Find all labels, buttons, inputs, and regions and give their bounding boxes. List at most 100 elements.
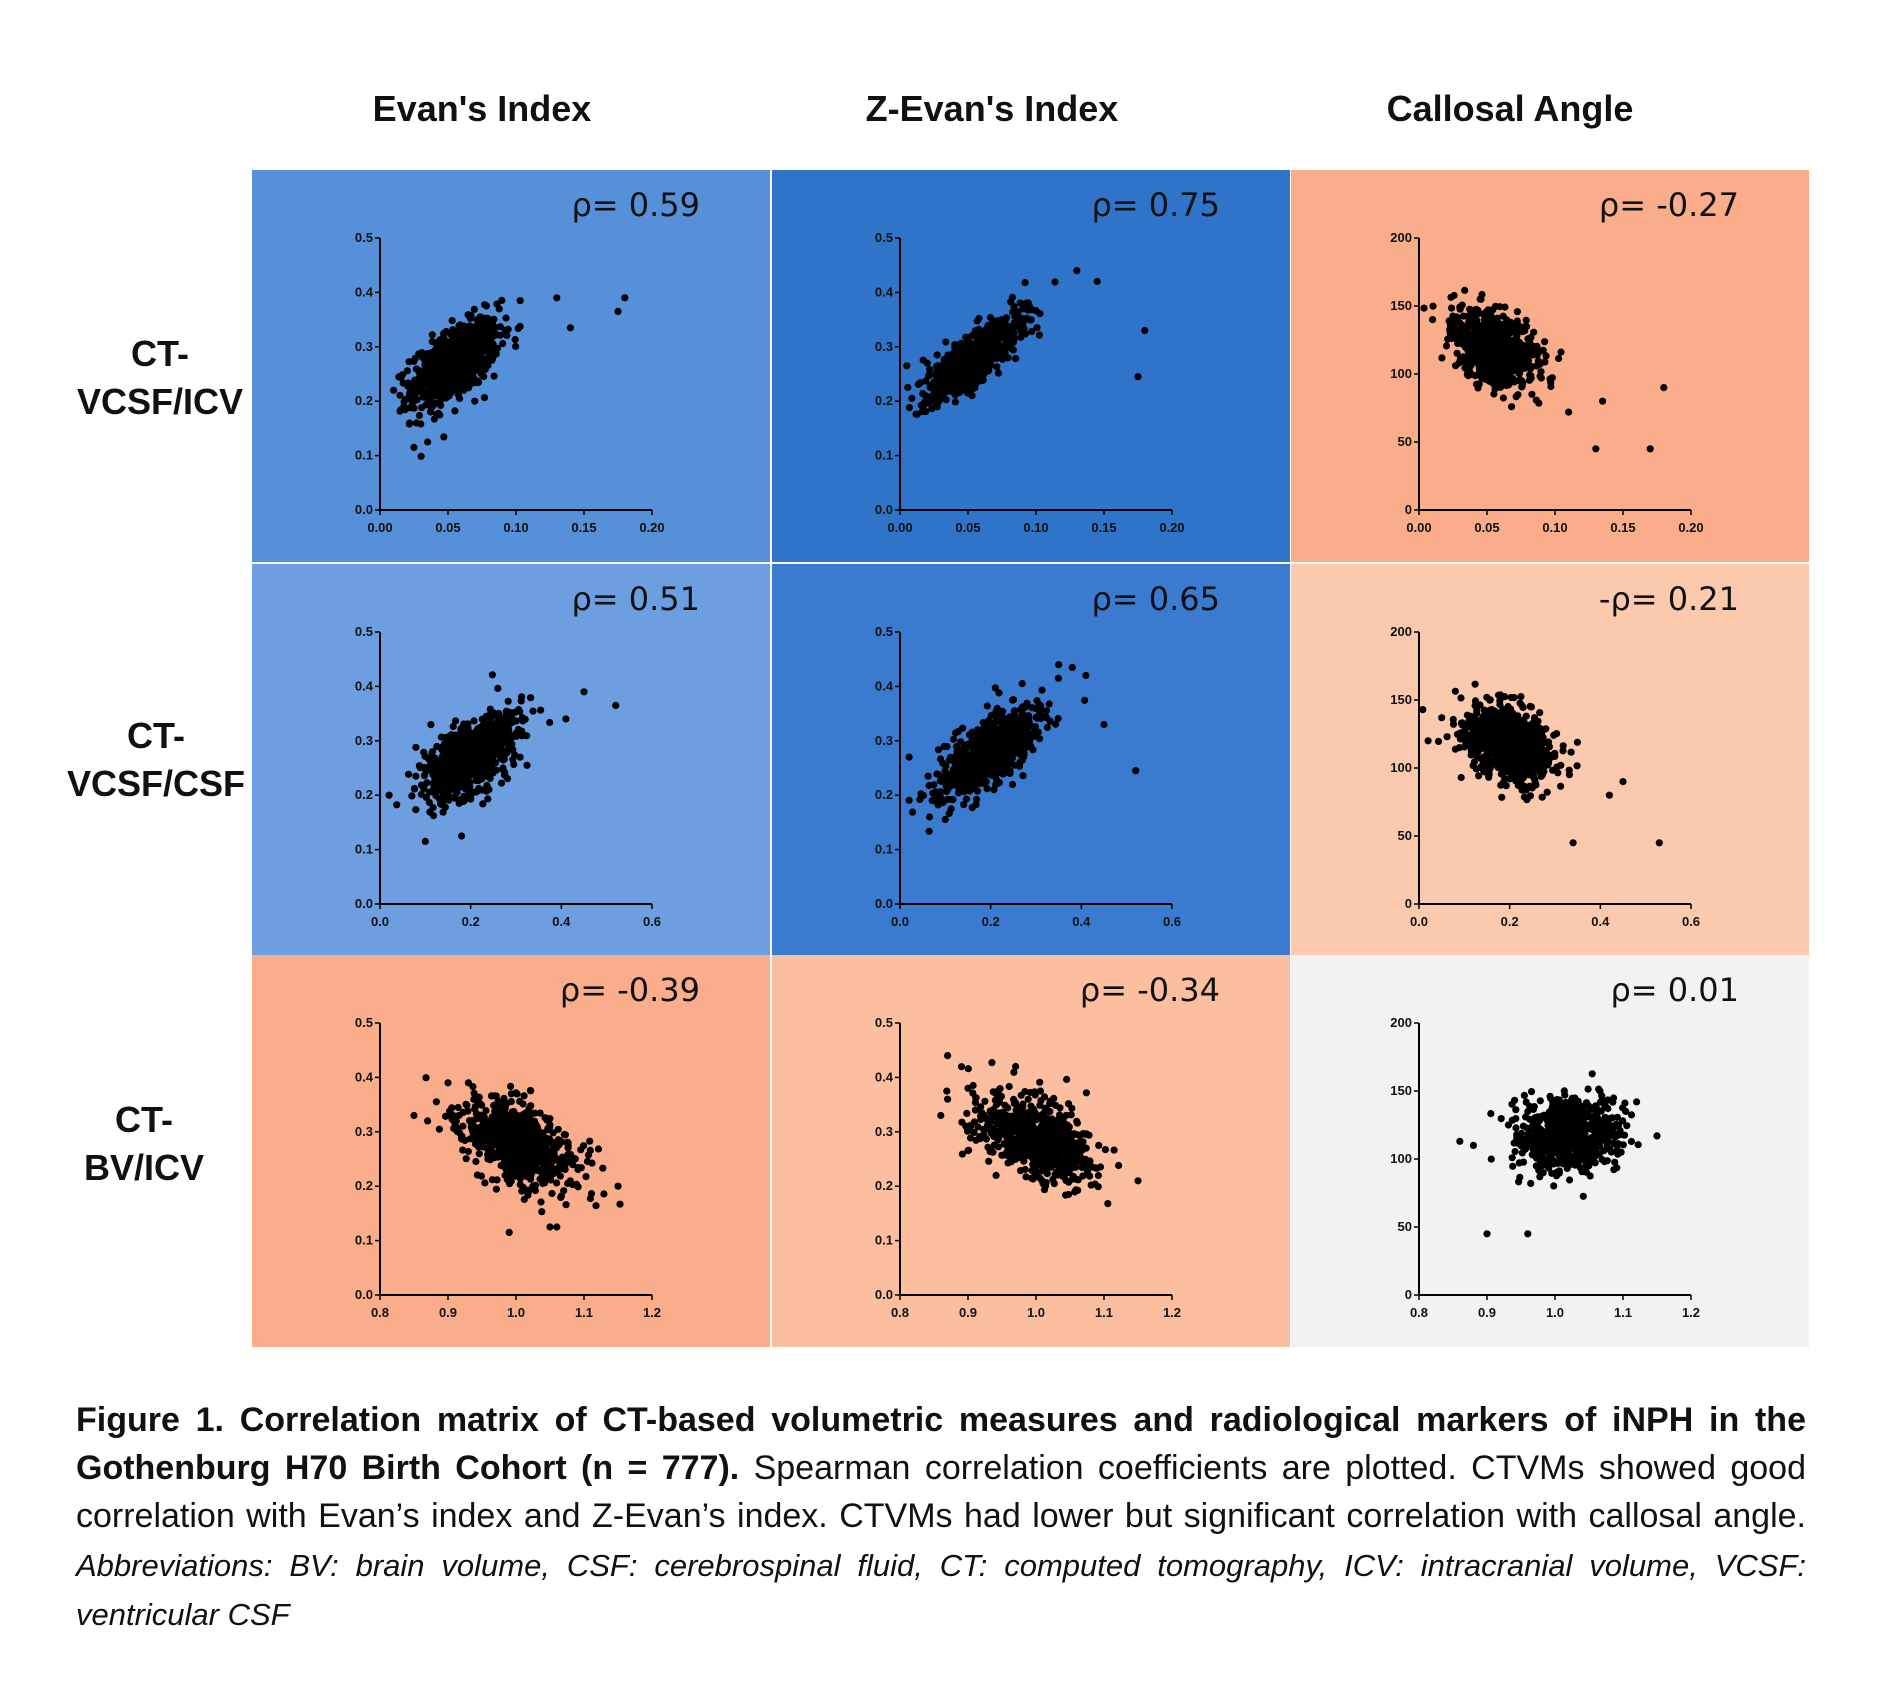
x-tick-label: 1.1 — [575, 1305, 593, 1320]
data-point — [514, 324, 522, 332]
data-point — [458, 342, 466, 351]
y-tick-label: 0.4 — [875, 284, 894, 299]
data-point — [511, 336, 519, 344]
data-point — [980, 766, 988, 774]
data-point — [995, 321, 1003, 329]
data-point — [956, 759, 964, 767]
data-point — [1559, 747, 1567, 755]
data-point — [1012, 354, 1020, 363]
data-point — [425, 350, 433, 358]
data-point — [1550, 731, 1558, 739]
data-point — [426, 385, 434, 394]
data-point — [1484, 306, 1492, 314]
data-point — [1028, 327, 1036, 336]
data-point — [1573, 762, 1581, 770]
data-points — [1420, 286, 1668, 453]
data-point — [1555, 354, 1563, 363]
data-point — [408, 792, 416, 800]
data-point — [1524, 740, 1532, 748]
x-tick-label: 0.05 — [1474, 520, 1499, 535]
data-point — [949, 796, 957, 804]
data-point — [1471, 680, 1479, 688]
data-point — [1460, 743, 1468, 751]
data-point — [908, 808, 917, 816]
data-point — [925, 781, 933, 790]
data-point — [1498, 746, 1507, 754]
data-point — [963, 770, 971, 778]
data-point — [470, 305, 478, 313]
data-point — [412, 419, 420, 427]
data-point — [965, 357, 973, 366]
data-point — [499, 339, 507, 348]
data-point — [937, 788, 945, 796]
y-tick-label: 0.5 — [355, 624, 373, 639]
data-point — [1526, 702, 1534, 710]
data-point — [482, 302, 491, 310]
data-point — [436, 396, 444, 405]
data-point — [492, 759, 500, 767]
data-point — [1499, 394, 1507, 402]
data-point — [1463, 335, 1471, 343]
data-point — [470, 332, 478, 340]
data-point — [1036, 709, 1044, 717]
data-point — [1501, 693, 1509, 701]
data-point — [496, 734, 504, 742]
data-point — [420, 393, 429, 401]
data-point — [455, 799, 463, 808]
data-point — [940, 356, 948, 364]
data-point — [959, 746, 967, 754]
data-point — [1530, 750, 1538, 758]
data-point — [410, 785, 419, 793]
data-point — [1054, 715, 1062, 723]
data-point — [946, 772, 955, 780]
data-point — [1046, 717, 1054, 725]
data-point — [1547, 378, 1555, 386]
data-point — [474, 770, 482, 778]
data-point — [950, 374, 958, 382]
data-point — [934, 771, 943, 779]
data-point — [1485, 770, 1493, 778]
data-point — [458, 783, 466, 791]
data-point — [1446, 328, 1454, 336]
data-point — [1486, 747, 1494, 755]
data-point — [1052, 720, 1060, 728]
data-point — [1541, 338, 1549, 346]
data-point-outlier — [390, 386, 398, 394]
data-point — [922, 377, 930, 385]
data-point — [957, 738, 965, 746]
data-point — [507, 734, 515, 742]
data-point — [447, 384, 455, 392]
y-tick-label: 0.4 — [355, 1069, 374, 1084]
data-point — [452, 379, 460, 387]
y-tick-label: 0.0 — [355, 1287, 373, 1302]
data-point — [1533, 762, 1541, 771]
data-point — [504, 325, 512, 333]
data-point-outlier — [1424, 737, 1432, 745]
data-point — [1438, 354, 1446, 362]
data-point — [468, 362, 476, 370]
data-point — [925, 813, 934, 821]
data-point — [1466, 742, 1474, 750]
x-tick-label: 0.2 — [982, 914, 1000, 929]
data-point — [1502, 725, 1510, 733]
x-tick-label: 0.20 — [1678, 520, 1703, 535]
data-point — [1081, 696, 1089, 704]
data-point — [396, 407, 404, 415]
data-point — [994, 731, 1002, 740]
data-point — [1468, 331, 1476, 339]
data-point — [994, 369, 1002, 377]
data-point — [1484, 757, 1492, 765]
data-point — [423, 779, 431, 787]
data-point — [1015, 762, 1024, 770]
data-point — [951, 341, 959, 349]
data-point — [1538, 767, 1546, 775]
data-point — [464, 339, 472, 347]
data-point — [957, 781, 966, 789]
y-tick-label: 0.3 — [355, 1124, 373, 1139]
data-point — [463, 766, 471, 774]
data-point — [1443, 733, 1451, 741]
data-point — [405, 420, 413, 428]
data-point — [962, 795, 971, 803]
data-point — [934, 746, 943, 754]
data-point — [1019, 713, 1027, 721]
